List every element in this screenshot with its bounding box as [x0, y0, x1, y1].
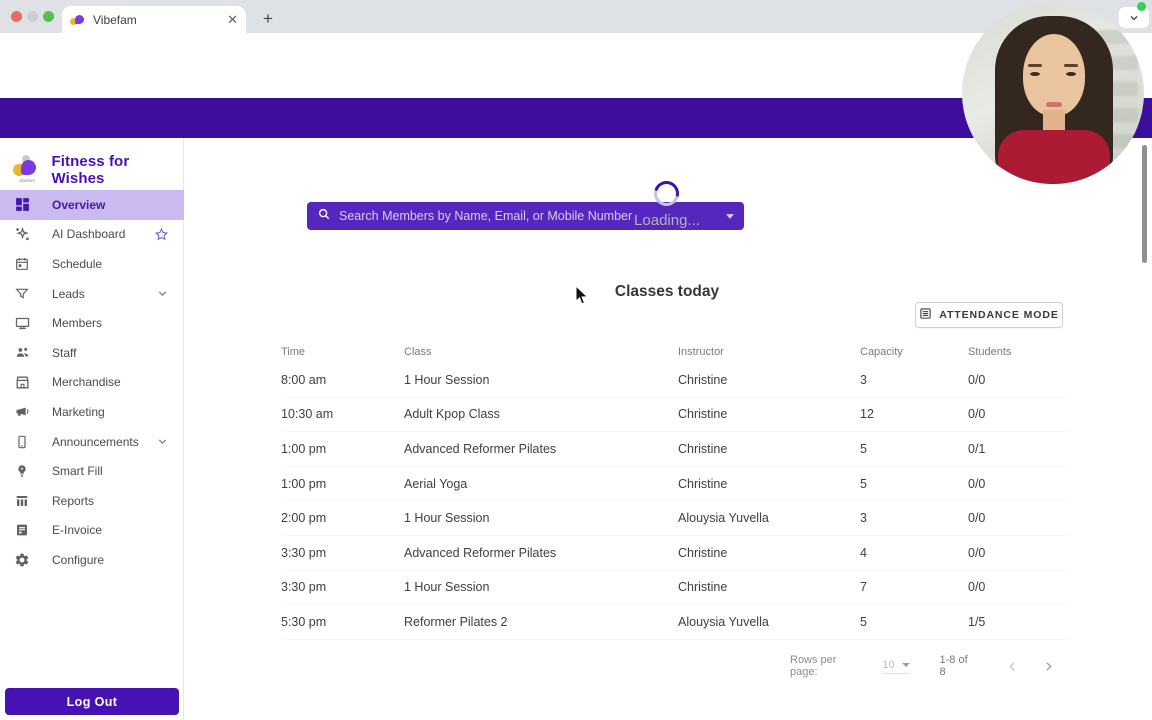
tab-title: Vibefam: [93, 12, 137, 27]
sidebar-item-staff[interactable]: Staff: [0, 338, 184, 368]
phone-icon: [13, 433, 31, 451]
table-row[interactable]: 3:30 pm Advanced Reformer Pilates Christin…: [281, 536, 1071, 571]
table-row[interactable]: 2:00 pm 1 Hour Session Alouysia Yuvella 3 0/…: [281, 501, 1071, 536]
people-icon: [13, 344, 31, 362]
loading-text: Loading...: [634, 212, 700, 229]
previous-page-icon[interactable]: [1000, 655, 1024, 677]
classes-today-title: Classes today: [614, 283, 720, 300]
lightbulb-icon: [13, 462, 31, 480]
col-header-students: Students: [968, 346, 1012, 358]
table-header-row: Time Class Instructor Capacity Students: [281, 341, 1071, 363]
webcam-person-eye: [1030, 72, 1040, 76]
vibefam-logo-icon: vibefam: [13, 155, 40, 185]
bar-chart-icon: [13, 492, 31, 510]
new-tab-button[interactable]: +: [263, 9, 273, 28]
table-row[interactable]: 1:00 pm Aerial Yoga Christine 5 0/0: [281, 467, 1071, 502]
favorite-star-icon[interactable]: [154, 227, 169, 242]
search-icon: [317, 207, 331, 226]
vibefam-favicon-icon: [70, 12, 85, 27]
megaphone-icon: [13, 403, 31, 421]
webcam-overlay: [962, 2, 1144, 184]
webcam-person-brow: [1064, 64, 1078, 67]
member-search-input[interactable]: [339, 209, 726, 223]
col-header-instructor: Instructor: [678, 346, 724, 358]
sidebar-item-schedule[interactable]: Schedule: [0, 249, 184, 279]
webcam-person-lips: [1046, 102, 1062, 107]
select-caret-icon: [901, 662, 910, 667]
sidebar-item-announcements[interactable]: Announcements: [0, 427, 184, 457]
rows-per-page-select[interactable]: 10: [882, 659, 910, 674]
mouse-cursor: [575, 284, 590, 311]
dashboard-icon: [13, 196, 31, 214]
sidebar: vibefam Fitness for Wishes Overview AI D…: [0, 138, 184, 720]
table-row[interactable]: 10:30 am Adult Kpop Class Christine 12 0/0: [281, 398, 1071, 433]
page-scrollbar[interactable]: [1142, 145, 1147, 263]
webcam-person-neck: [1043, 110, 1065, 136]
chevron-down-icon[interactable]: [156, 287, 169, 300]
log-out-button[interactable]: Log Out: [5, 688, 179, 715]
tab-close-icon[interactable]: ✕: [227, 12, 238, 27]
funnel-icon: [13, 285, 31, 303]
col-header-time: Time: [281, 346, 306, 358]
sidebar-item-smart-fill[interactable]: Smart Fill: [0, 456, 184, 486]
table-row[interactable]: 1:00 pm Advanced Reformer Pilates Christin…: [281, 432, 1071, 467]
macos-close-button[interactable]: [11, 11, 22, 22]
monitor-icon: [13, 314, 31, 332]
macos-fullscreen-button[interactable]: [43, 11, 54, 22]
browser-tab-strip: Vibefam ✕ +: [0, 0, 1152, 33]
macos-minimize-button[interactable]: [27, 11, 38, 22]
studio-name: Fitness for Wishes: [51, 153, 130, 187]
webcam-person-eye: [1066, 72, 1076, 76]
recorder-collapse-button[interactable]: [1119, 7, 1149, 28]
app-header: [0, 98, 1152, 230]
sidebar-item-ai-dashboard[interactable]: AI Dashboard: [0, 220, 184, 250]
sparkle-icon: [13, 225, 31, 243]
sidebar-item-leads[interactable]: Leads: [0, 279, 184, 309]
sidebar-item-marketing[interactable]: Marketing: [0, 397, 184, 427]
rows-per-page-label: Rows per page:: [790, 654, 837, 678]
sidebar-item-configure[interactable]: Configure: [0, 545, 184, 575]
table-row[interactable]: 8:00 am 1 Hour Session Christine 3 0/0: [281, 363, 1071, 398]
browser-tab[interactable]: Vibefam ✕: [62, 6, 246, 33]
table-row[interactable]: 5:30 pm Reformer Pilates 2 Alouysia Yuvell…: [281, 605, 1071, 640]
sidebar-menu: Overview AI Dashboard Schedule Leads: [0, 190, 184, 575]
receipt-icon: [13, 521, 31, 539]
sidebar-item-members[interactable]: Members: [0, 308, 184, 338]
sidebar-item-reports[interactable]: Reports: [0, 486, 184, 516]
member-search-box[interactable]: [307, 202, 744, 230]
pagination-range: 1-8 of 8: [939, 654, 968, 678]
chevron-down-icon[interactable]: [156, 435, 169, 448]
gear-icon: [13, 551, 31, 569]
classes-table: Time Class Instructor Capacity Students …: [281, 341, 1071, 640]
attendance-mode-button[interactable]: ATTENDANCE MODE: [915, 302, 1063, 328]
sidebar-item-merchandise[interactable]: Merchandise: [0, 368, 184, 398]
webcam-person-shirt: [998, 130, 1110, 184]
sidebar-item-overview[interactable]: Overview: [0, 190, 184, 220]
attendance-list-icon: [919, 307, 932, 323]
table-row[interactable]: 3:30 pm 1 Hour Session Christine 7 0/0: [281, 571, 1071, 606]
col-header-class: Class: [404, 346, 432, 358]
webcam-person-brow: [1028, 64, 1042, 67]
col-header-capacity: Capacity: [860, 346, 903, 358]
brand-row: vibefam Fitness for Wishes: [0, 150, 184, 190]
next-page-icon[interactable]: [1036, 655, 1060, 677]
bookmarks-bar: [0, 70, 1152, 159]
storefront-icon: [13, 373, 31, 391]
table-pagination: Rows per page: 10 1-8 of 8: [790, 654, 1060, 678]
sidebar-item-e-invoice[interactable]: E-Invoice: [0, 516, 184, 546]
recording-indicator-dot: [1137, 2, 1146, 11]
search-dropdown-caret-icon[interactable]: [726, 213, 734, 219]
calendar-icon: [13, 255, 31, 273]
